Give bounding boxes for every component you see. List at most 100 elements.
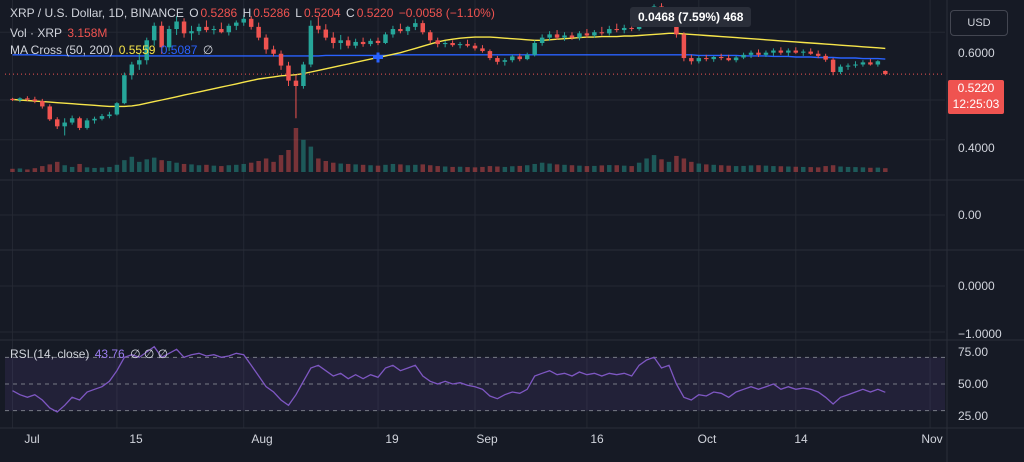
candle-body-2 — [25, 98, 30, 100]
volume-bar-116 — [875, 167, 881, 172]
rsi-legend[interactable]: RSI (14, close) 43.76 ∅ ∅ ∅ — [10, 347, 170, 361]
volume-bar-27 — [211, 165, 217, 172]
candle-body-44 — [338, 40, 343, 43]
candle-body-27 — [211, 29, 217, 31]
volume-bar-56 — [428, 165, 433, 172]
candle-body-66 — [502, 60, 508, 62]
volume-bar-62 — [472, 167, 478, 172]
volume-bar-7 — [62, 165, 67, 172]
close-label: C — [346, 6, 355, 20]
candle-body-76 — [577, 33, 582, 38]
x-tick-0: Jul — [24, 432, 40, 446]
volume-bar-29 — [226, 165, 232, 172]
candle-body-31 — [241, 18, 246, 23]
x-tick-8: Nov — [921, 432, 943, 446]
candle-body-45 — [345, 40, 351, 46]
volume-bar-87 — [659, 159, 664, 172]
volume-bar-11 — [92, 167, 97, 172]
candle-body-99 — [748, 52, 754, 55]
volume-bar-70 — [532, 163, 537, 172]
close-value: 0.5220 — [356, 6, 394, 20]
candle-body-72 — [547, 34, 552, 38]
candle-body-19 — [151, 25, 157, 41]
candle-body-13 — [107, 114, 112, 117]
candle-body-5 — [47, 106, 52, 120]
candle-body-32 — [248, 18, 254, 27]
volume-bar-44 — [338, 163, 343, 172]
candle-body-1 — [17, 98, 23, 100]
volume-bar-47 — [360, 164, 366, 172]
candle-body-9 — [77, 118, 82, 128]
x-tick-3: 19 — [385, 432, 399, 446]
crossover-marker — [373, 52, 384, 63]
volume-bar-95 — [718, 165, 724, 172]
volume-bar-98 — [741, 165, 746, 172]
volume-bar-37 — [286, 150, 291, 172]
volume-bar-13 — [107, 166, 112, 172]
candle-body-11 — [92, 118, 97, 121]
volume-bar-99 — [748, 165, 754, 172]
candle-body-106 — [801, 51, 806, 53]
volume-bar-51 — [390, 163, 396, 172]
ma-slow-line — [12, 54, 886, 60]
volume-bar-61 — [465, 167, 470, 172]
candle-body-52 — [398, 29, 403, 32]
candle-body-79 — [599, 32, 605, 34]
candle-body-64 — [487, 51, 493, 59]
ma-legend[interactable]: MA Cross (50, 200) 0.5559 0.5087 ∅ — [10, 43, 215, 57]
candle-body-74 — [562, 35, 567, 38]
ma-extra-value: ∅ — [202, 43, 214, 57]
high-label: H — [242, 6, 252, 20]
volume-bar-57 — [435, 166, 440, 172]
x-tick-5: 16 — [590, 432, 604, 446]
volume-bar-6 — [54, 161, 60, 172]
volume-bar-18 — [144, 159, 149, 172]
candle-body-67 — [510, 56, 515, 61]
volume-bar-49 — [375, 165, 381, 172]
volume-bar-89 — [674, 155, 679, 172]
rsi-band-fill — [5, 357, 945, 411]
candle-body-117 — [883, 70, 888, 75]
volume-bar-77 — [584, 166, 590, 172]
volume-bar-52 — [398, 164, 403, 172]
candle-body-113 — [853, 64, 858, 66]
ma-label: MA Cross (50, 200) — [10, 43, 114, 57]
candle-body-96 — [726, 58, 731, 61]
volume-bar-21 — [166, 161, 172, 172]
candle-body-101 — [763, 52, 769, 55]
rsi-band — [5, 356, 945, 412]
currency-button[interactable]: USD — [950, 10, 1008, 36]
volume-bar-73 — [554, 164, 560, 172]
x-tick-6: Oct — [697, 432, 717, 446]
candle-body-38 — [293, 80, 299, 86]
candle-body-104 — [786, 50, 791, 53]
candle-body-56 — [428, 32, 433, 41]
candle-body-59 — [450, 43, 455, 46]
volume-bar-30 — [234, 164, 239, 172]
moving-averages — [12, 32, 886, 108]
volume-bar-93 — [704, 164, 709, 172]
volume-bar-108 — [815, 167, 821, 172]
candle-body-42 — [323, 29, 329, 38]
ohlc-legend: XRP / U.S. Dollar, 1D, BINANCE O 0.5286 H… — [10, 6, 497, 20]
empty-pane-tick-1: 0.0000 — [958, 279, 995, 293]
volume-bar-64 — [487, 166, 493, 172]
candle-body-80 — [607, 29, 612, 34]
volume-bar-48 — [368, 165, 373, 172]
volume-bar-114 — [860, 167, 866, 172]
volume-bar-92 — [696, 163, 702, 172]
candle-body-102 — [771, 50, 776, 53]
candle-body-18 — [144, 40, 149, 61]
candle-body-35 — [271, 49, 276, 54]
candle-body-41 — [316, 25, 321, 30]
volume-bar-115 — [868, 167, 873, 172]
candle-body-10 — [84, 120, 90, 128]
volume-legend[interactable]: Vol · XRP 3.158M — [10, 26, 109, 40]
volume-bar-117 — [883, 168, 888, 172]
candle-body-55 — [420, 23, 426, 33]
open-value: 0.5286 — [200, 6, 238, 20]
volume-bar-22 — [174, 162, 179, 172]
